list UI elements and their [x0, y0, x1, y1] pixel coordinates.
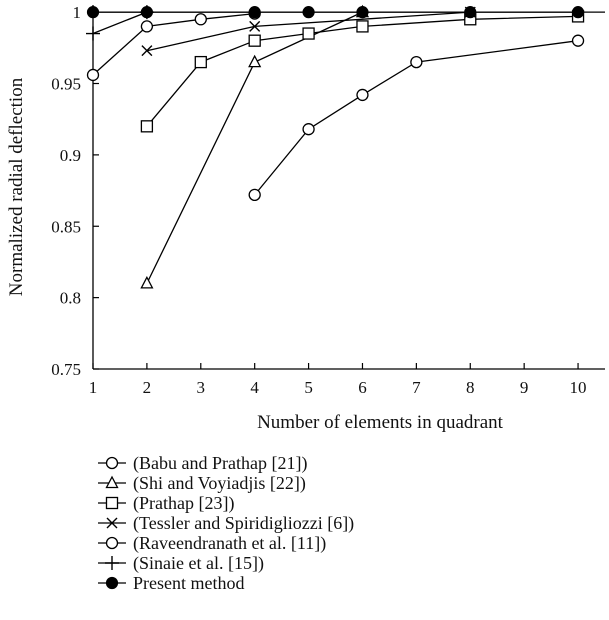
- point-marker-filled-circle: [140, 6, 153, 19]
- x-tick-label: 4: [250, 378, 259, 397]
- y-tick-label: 0.9: [60, 146, 81, 165]
- legend-label: (Sinaie et al. [15]): [133, 553, 264, 574]
- x-ticks: 1 2 3 4 5 6 7 8 9 10: [89, 363, 587, 397]
- point-marker-filled-circle: [248, 6, 261, 19]
- series-line: [146, 11, 363, 284]
- point-marker-filled-circle: [105, 576, 119, 590]
- series-7: [86, 6, 585, 19]
- x-tick-label: 6: [358, 378, 367, 397]
- x-tick-label: 9: [520, 378, 529, 397]
- point-marker-square: [140, 120, 154, 133]
- point-marker-filled-circle: [302, 6, 315, 19]
- legend-item: (Babu and Prathap [21]): [98, 453, 307, 474]
- legend: (Babu and Prathap [21])(Shi and Voyiadji…: [98, 453, 354, 593]
- point-marker-circle: [140, 20, 154, 33]
- x-tick-label: 7: [412, 378, 421, 397]
- point-marker-triangle: [105, 475, 119, 489]
- y-tick-label: 0.95: [51, 75, 81, 94]
- series-group: [86, 4, 585, 289]
- legend-label: Present method: [133, 573, 244, 593]
- point-marker-x: [141, 45, 153, 57]
- point-marker-square: [248, 34, 261, 47]
- x-tick-label: 5: [304, 378, 313, 397]
- legend-item: Present method: [98, 573, 244, 593]
- y-tick-label: 1: [73, 3, 82, 22]
- y-tick-label: 0.8: [60, 289, 81, 308]
- series-line: [92, 11, 148, 35]
- y-tick-label: 0.75: [51, 360, 81, 379]
- point-marker-circle: [194, 13, 207, 26]
- point-marker-square: [302, 27, 315, 40]
- x-tick-label: 1: [89, 378, 98, 397]
- point-marker-plus: [105, 556, 119, 570]
- x-tick-label: 3: [197, 378, 206, 397]
- point-marker-circle: [248, 188, 261, 202]
- legend-label: (Prathap [23]): [133, 493, 234, 514]
- point-marker-circle: [105, 456, 119, 470]
- point-marker-x: [249, 20, 261, 32]
- legend-item: (Tessler and Spiridigliozzi [6]): [98, 513, 354, 534]
- legend-item: (Shi and Voyiadjis [22]): [98, 473, 306, 494]
- y-tick-label: 0.85: [51, 217, 81, 236]
- x-tick-label: 10: [570, 378, 587, 397]
- point-marker-filled-circle: [571, 6, 585, 19]
- point-marker-filled-circle: [86, 6, 100, 19]
- x-tick-label: 2: [143, 378, 152, 397]
- point-marker-square: [194, 55, 207, 69]
- legend-item: (Prathap [23]): [98, 493, 234, 514]
- legend-label: (Raveendranath et al. [11]): [133, 533, 326, 554]
- x-tick-label: 8: [466, 378, 475, 397]
- point-marker-circle: [105, 536, 119, 550]
- y-ticks: 0.75 0.8 0.85 0.9 0.95 1: [51, 3, 99, 379]
- legend-label: (Tessler and Spiridigliozzi [6]): [133, 513, 354, 534]
- legend-item: (Raveendranath et al. [11]): [98, 533, 326, 554]
- point-marker-circle: [410, 55, 423, 69]
- legend-label: (Shi and Voyiadjis [22]): [133, 473, 306, 494]
- point-marker-circle: [571, 34, 585, 47]
- y-axis-label: Normalized radial deflection: [6, 77, 27, 296]
- plot-frame: [92, 5, 605, 370]
- point-marker-square: [356, 20, 369, 33]
- series-1: [248, 34, 585, 202]
- x-axis-label: Number of elements in quadrant: [257, 412, 504, 433]
- series-line: [146, 15, 579, 127]
- point-marker-plus: [86, 26, 100, 41]
- point-marker-square: [105, 496, 119, 510]
- point-marker-triangle: [140, 275, 154, 289]
- point-marker-circle: [86, 68, 100, 82]
- point-marker-triangle: [248, 54, 262, 68]
- series-line: [92, 12, 255, 76]
- point-marker-filled-circle: [464, 6, 477, 19]
- legend-item: (Sinaie et al. [15]): [98, 553, 264, 574]
- point-marker-circle: [356, 88, 369, 102]
- point-marker-filled-circle: [356, 6, 369, 19]
- legend-label: (Babu and Prathap [21]): [133, 453, 307, 474]
- series-2: [140, 4, 370, 289]
- point-marker-circle: [302, 123, 315, 136]
- point-marker-x: [106, 517, 118, 529]
- series-3: [140, 10, 585, 133]
